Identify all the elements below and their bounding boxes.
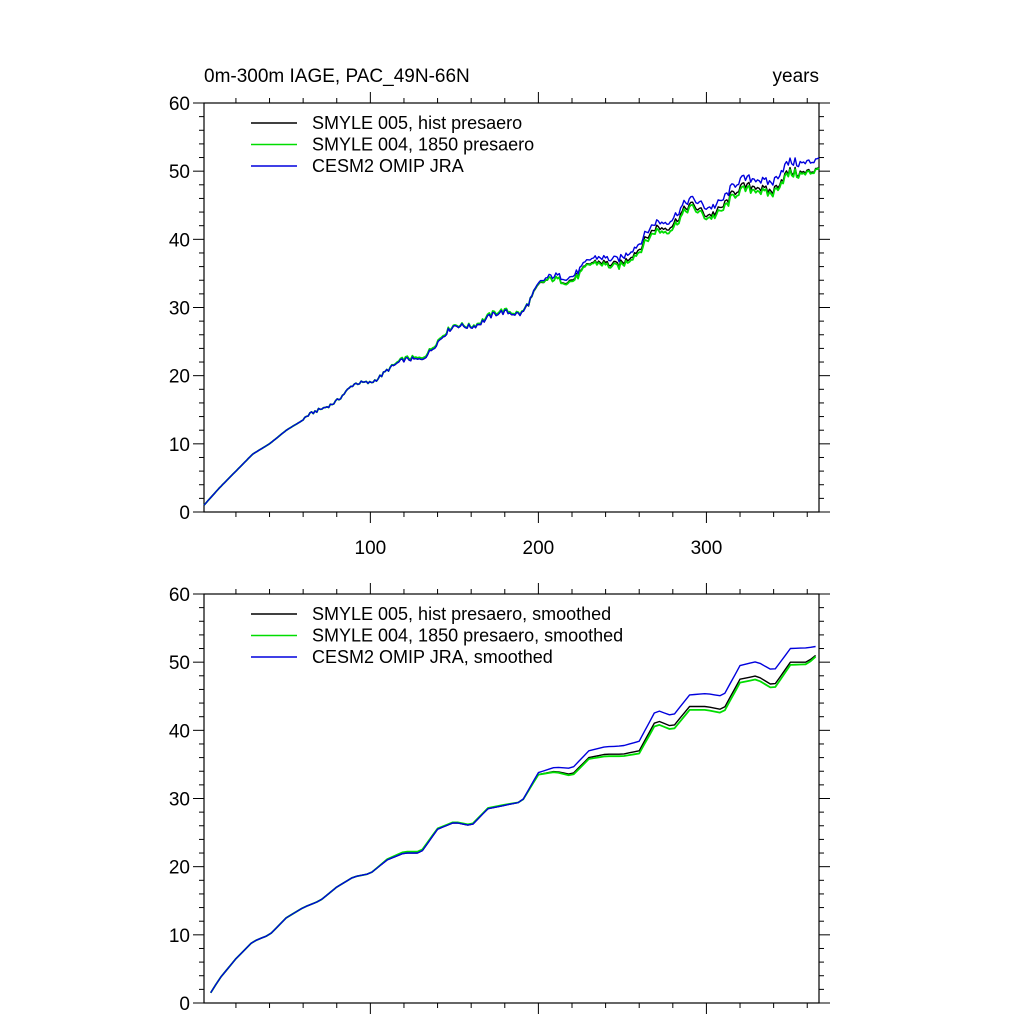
y-tick-label: 60 [169, 585, 190, 606]
x-tick-label: 100 [355, 538, 387, 559]
y-tick-label: 10 [169, 435, 190, 456]
y-tick-label: 0 [179, 503, 190, 524]
legend-label: SMYLE 004, 1850 presaero [312, 135, 534, 155]
plot-frame [203, 102, 820, 513]
legend-label: SMYLE 005, hist presaero, smoothed [312, 604, 611, 624]
y-tick-label: 0 [179, 994, 190, 1015]
series-line [210, 654, 817, 994]
series-line [203, 157, 820, 506]
y-tick-label: 60 [169, 94, 190, 115]
chart-panel-top: 0 10 20 30 40 50 60 100 200 300 SMYLE 005, hist pr… [169, 92, 830, 559]
y-tick-label: 30 [169, 790, 190, 811]
chart-panel-bottom: 0 10 20 30 40 50 60 SMYLE 005, hist presaero, s… [169, 583, 830, 1015]
series-line [203, 166, 820, 506]
y-tick-label: 40 [169, 721, 190, 742]
y-tick-label: 40 [169, 230, 190, 251]
y-tick-label: 50 [169, 653, 190, 674]
panel-title: 0m-300m IAGE, PAC_49N-66N [204, 66, 470, 87]
legend-label: SMYLE 004, 1850 presaero, smoothed [312, 626, 623, 646]
legend-label: CESM2 OMIP JRA [312, 156, 464, 176]
y-tick-label: 50 [169, 162, 190, 183]
series-line [203, 167, 820, 506]
y-tick-label: 10 [169, 926, 190, 947]
y-tick-label: 30 [169, 299, 190, 320]
legend-label: CESM2 OMIP JRA, smoothed [312, 647, 553, 667]
x-tick-label: 300 [691, 538, 723, 559]
y-tick-label: 20 [169, 858, 190, 879]
y-tick-label: 20 [169, 367, 190, 388]
series-line [210, 645, 816, 994]
x-tick-label: 200 [523, 538, 555, 559]
units-label: years [773, 66, 819, 87]
legend-label: SMYLE 005, hist presaero [312, 113, 522, 133]
